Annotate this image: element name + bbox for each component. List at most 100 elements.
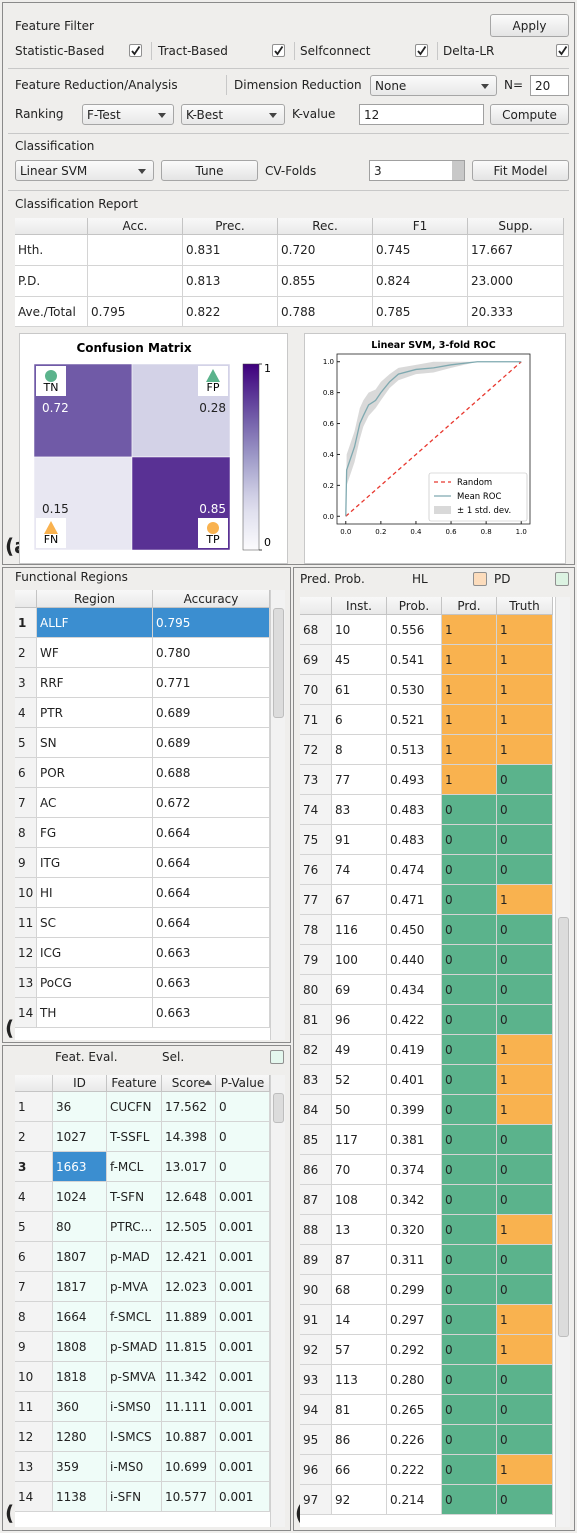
table-cell[interactable]: 0.450 xyxy=(387,915,442,945)
table-cell[interactable]: f-MCL xyxy=(107,1152,162,1182)
table-cell[interactable]: 1664 xyxy=(53,1302,107,1332)
table-cell[interactable]: 1 xyxy=(497,645,553,675)
table-cell[interactable]: 10.577 xyxy=(162,1482,216,1512)
table-cell[interactable]: 1808 xyxy=(53,1332,107,1362)
table-cell[interactable]: 1817 xyxy=(53,1272,107,1302)
table-cell[interactable]: 0 xyxy=(497,945,553,975)
table-cell[interactable]: 96 xyxy=(332,1005,387,1035)
table-cell[interactable]: 0 xyxy=(216,1092,270,1122)
table-cell[interactable]: FG xyxy=(37,818,153,848)
table-cell[interactable]: 10 xyxy=(332,615,387,645)
table-cell[interactable]: 0 xyxy=(216,1122,270,1152)
row-number[interactable]: 7 xyxy=(15,1272,53,1302)
table-cell[interactable]: 0 xyxy=(442,1305,497,1335)
table-cell[interactable]: 0 xyxy=(497,795,553,825)
table-cell[interactable]: 1 xyxy=(442,705,497,735)
compute-button[interactable]: Compute xyxy=(490,104,569,125)
table-cell[interactable]: 0.483 xyxy=(387,825,442,855)
column-header[interactable]: Feature xyxy=(107,1075,162,1092)
table-cell[interactable]: 81 xyxy=(332,1395,387,1425)
table-cell[interactable]: 1024 xyxy=(53,1182,107,1212)
table-cell[interactable]: 116 xyxy=(332,915,387,945)
column-header[interactable]: Truth xyxy=(497,597,553,615)
table-cell[interactable]: 11.889 xyxy=(162,1302,216,1332)
table-cell[interactable]: 0 xyxy=(442,855,497,885)
table-cell[interactable]: 1 xyxy=(497,885,553,915)
table-cell[interactable]: i-MS0 xyxy=(107,1452,162,1482)
tune-button[interactable]: Tune xyxy=(161,160,258,181)
table-cell[interactable]: 14.398 xyxy=(162,1122,216,1152)
table-cell[interactable]: 1 xyxy=(442,765,497,795)
table-cell[interactable]: 11.815 xyxy=(162,1332,216,1362)
row-number[interactable]: 2 xyxy=(15,1122,53,1152)
row-number[interactable]: 69 xyxy=(300,645,332,675)
table-cell[interactable]: 1 xyxy=(497,1305,553,1335)
row-number[interactable]: 9 xyxy=(15,848,37,878)
table-cell[interactable]: 113 xyxy=(332,1365,387,1395)
row-number[interactable]: 74 xyxy=(300,795,332,825)
table-cell[interactable]: T-SFN xyxy=(107,1182,162,1212)
table-cell[interactable]: 0.688 xyxy=(153,758,270,788)
table-cell[interactable]: 0.474 xyxy=(387,855,442,885)
table-cell[interactable]: 1 xyxy=(497,1335,553,1365)
table-cell[interactable]: 0.556 xyxy=(387,615,442,645)
table-cell[interactable]: 0.001 xyxy=(216,1182,270,1212)
row-number[interactable]: 90 xyxy=(300,1275,332,1305)
table-cell[interactable]: 0 xyxy=(442,945,497,975)
table-cell[interactable]: ALLF xyxy=(37,608,153,638)
table-cell[interactable]: 0 xyxy=(497,765,553,795)
row-number[interactable]: 10 xyxy=(15,1362,53,1392)
table-cell[interactable]: p-MAD xyxy=(107,1242,162,1272)
column-header[interactable]: Score xyxy=(162,1075,216,1092)
row-number[interactable]: 12 xyxy=(15,1422,53,1452)
scroll-thumb[interactable] xyxy=(558,917,569,1337)
table-cell[interactable]: HI xyxy=(37,878,153,908)
table-cell[interactable]: 0 xyxy=(216,1152,270,1182)
table-cell[interactable]: 0 xyxy=(497,1245,553,1275)
checkbox[interactable] xyxy=(415,44,428,57)
table-cell[interactable]: PTRC... xyxy=(107,1212,162,1242)
spinbox[interactable]: 3 xyxy=(369,160,465,181)
row-number[interactable]: 76 xyxy=(300,855,332,885)
table-cell[interactable]: 0.001 xyxy=(216,1452,270,1482)
table-cell[interactable]: 1 xyxy=(497,1095,553,1125)
table-cell[interactable]: 100 xyxy=(332,945,387,975)
table-cell[interactable]: 0.222 xyxy=(387,1455,442,1485)
table-cell[interactable]: 1818 xyxy=(53,1362,107,1392)
table-cell[interactable]: 0 xyxy=(442,1215,497,1245)
table-cell[interactable]: 1 xyxy=(497,705,553,735)
row-number[interactable]: 4 xyxy=(15,1182,53,1212)
table-cell[interactable]: 1280 xyxy=(53,1422,107,1452)
checkbox[interactable] xyxy=(272,44,285,57)
table-cell[interactable]: 11.111 xyxy=(162,1392,216,1422)
scroll-thumb[interactable] xyxy=(273,1093,284,1123)
table-cell[interactable]: 0 xyxy=(442,1065,497,1095)
table-cell[interactable]: 0.780 xyxy=(153,638,270,668)
table-cell[interactable]: 10.887 xyxy=(162,1422,216,1452)
table-cell[interactable]: 0.419 xyxy=(387,1035,442,1065)
table-cell[interactable]: 0.297 xyxy=(387,1305,442,1335)
row-number[interactable]: 80 xyxy=(300,975,332,1005)
table-cell[interactable]: 50 xyxy=(332,1095,387,1125)
table-cell[interactable]: 0 xyxy=(442,795,497,825)
table-cell[interactable]: 117 xyxy=(332,1125,387,1155)
row-number[interactable]: 72 xyxy=(300,735,332,765)
table-cell[interactable]: 0.664 xyxy=(153,818,270,848)
row-number[interactable]: 4 xyxy=(15,698,37,728)
row-number[interactable]: 1 xyxy=(15,1092,53,1122)
table-cell[interactable]: 0 xyxy=(442,1275,497,1305)
table-cell[interactable]: 69 xyxy=(332,975,387,1005)
column-header[interactable]: P-Value xyxy=(216,1075,270,1092)
table-cell[interactable]: 0 xyxy=(497,1425,553,1455)
table-cell[interactable]: 8 xyxy=(332,735,387,765)
row-number[interactable]: 14 xyxy=(15,998,37,1028)
table-cell[interactable]: ITG xyxy=(37,848,153,878)
table-cell[interactable]: 0.541 xyxy=(387,645,442,675)
table-cell[interactable]: 0.672 xyxy=(153,788,270,818)
row-number[interactable]: 95 xyxy=(300,1425,332,1455)
table-cell[interactable]: p-SMAD xyxy=(107,1332,162,1362)
table-cell[interactable]: 70 xyxy=(332,1155,387,1185)
row-number[interactable]: 89 xyxy=(300,1245,332,1275)
table-cell[interactable]: 0.299 xyxy=(387,1275,442,1305)
scroll-thumb[interactable] xyxy=(273,608,284,718)
